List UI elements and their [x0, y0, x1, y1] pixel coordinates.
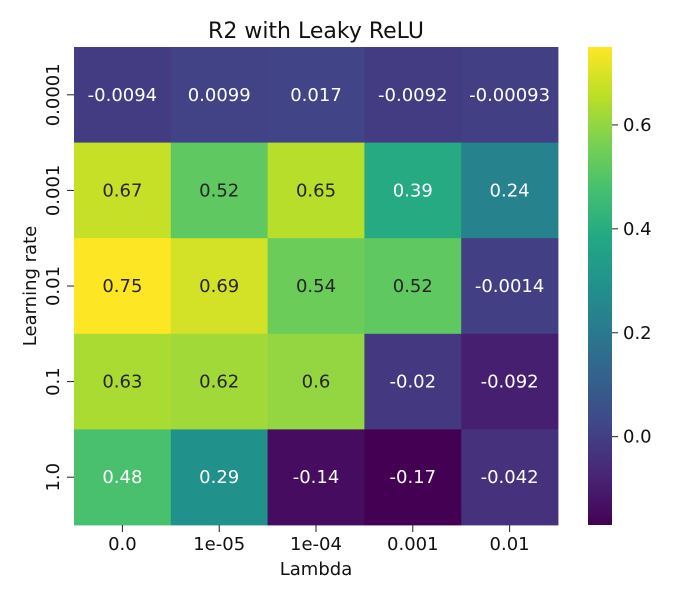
y-axis-ticks: 0.0001 0.001 0.01 0.1 1.0 — [43, 63, 74, 492]
heatmap-cell-label-r3-c2: 0.6 — [302, 372, 331, 393]
heatmap-cell-label-r4-c2: -0.14 — [293, 467, 340, 488]
heatmap-cell-label-r1-c1: 0.52 — [199, 180, 239, 201]
heatmap-cell-label-r0-c4: -0.00093 — [469, 85, 550, 106]
heatmap-cell-label-r1-c4: 0.24 — [490, 180, 530, 201]
x-axis-tick-label-3: 0.001 — [387, 534, 439, 555]
heatmap-cell-r2-c0 — [74, 238, 172, 335]
heatmap-cell-label-r2-c1: 0.69 — [199, 276, 239, 297]
chart-title: R2 with Leaky ReLU — [208, 19, 424, 44]
heatmap-cell-label-r0-c2: 0.017 — [290, 85, 342, 106]
heatmap-cell-r1-c0 — [74, 142, 172, 239]
heatmap-cell-label-r0-c3: -0.0092 — [378, 85, 447, 106]
colorbar — [588, 47, 612, 525]
heatmap-cell-r1-c4 — [461, 142, 559, 239]
x-axis-tick-label-1: 1e-05 — [193, 534, 245, 555]
heatmap-cell-label-r4-c0: 0.48 — [102, 467, 142, 488]
heatmap-cell-label-r2-c4: -0.0014 — [475, 276, 544, 297]
heatmap-cell-r1-c2 — [267, 142, 365, 239]
heatmap-cell-r0-c3 — [364, 47, 462, 143]
heatmap-cell-r2-c1 — [170, 238, 268, 335]
heatmap-cell-label-r0-c0: -0.0094 — [88, 85, 157, 106]
y-axis-tick-label-3: 0.1 — [43, 367, 64, 396]
heatmap-cell-label-r1-c0: 0.67 — [102, 180, 142, 201]
heatmap-cell-r0-c2 — [267, 47, 365, 143]
heatmap-cell-label-r3-c0: 0.63 — [102, 372, 142, 393]
x-axis-tick-label-2: 1e-04 — [290, 534, 342, 555]
heatmap-cell-r0-c0 — [74, 47, 172, 143]
heatmap-cell-r4-c1 — [170, 429, 268, 526]
heatmap-cell-r0-c1 — [170, 47, 268, 143]
heatmap-cell-r2-c3 — [364, 238, 462, 335]
heatmap-cell-label-r1-c2: 0.65 — [296, 180, 336, 201]
heatmap-cell-r2-c4 — [461, 238, 559, 335]
heatmap-cell-r4-c2 — [267, 429, 365, 526]
y-axis-tick-label-4: 1.0 — [43, 463, 64, 492]
heatmap-cell-r4-c3 — [364, 429, 462, 526]
heatmap-cell-labels: -0.0094 0.0099 0.017 -0.0092 -0.00093 0.67 0.5… — [88, 85, 550, 488]
colorbar-tick-label-3: 0.6 — [623, 115, 652, 136]
heatmap-cell-label-r3-c1: 0.62 — [199, 372, 239, 393]
heatmap-cell-label-r2-c2: 0.54 — [296, 276, 336, 297]
colorbar-tick-label-0: 0.0 — [623, 427, 652, 448]
heatmap-cell-label-r3-c4: -0.092 — [481, 372, 539, 393]
heatmap-cells — [74, 47, 559, 526]
heatmap-cell-label-r1-c3: 0.39 — [393, 180, 433, 201]
heatmap-cell-label-r0-c1: 0.0099 — [188, 85, 251, 106]
x-axis-tick-label-4: 0.01 — [490, 534, 530, 555]
heatmap-cell-r3-c2 — [267, 333, 365, 430]
y-axis-tick-label-1: 0.001 — [43, 165, 64, 217]
colorbar-ticks: 0.0 0.2 0.4 0.6 — [612, 115, 652, 448]
x-axis-tick-label-0: 0.0 — [108, 534, 137, 555]
heatmap-cell-r3-c1 — [170, 333, 268, 430]
heatmap-cell-r3-c3 — [364, 333, 462, 430]
heatmap-cell-r2-c2 — [267, 238, 365, 335]
heatmap-cell-label-r4-c1: 0.29 — [199, 467, 239, 488]
heatmap-cell-label-r3-c3: -0.02 — [390, 372, 437, 393]
x-axis-label: Lambda — [280, 559, 352, 580]
heatmap-cell-r0-c4 — [461, 47, 559, 143]
colorbar-tick-label-2: 0.4 — [623, 219, 652, 240]
heatmap-cell-label-r4-c3: -0.17 — [390, 467, 437, 488]
heatmap-cell-r3-c4 — [461, 333, 559, 430]
x-axis-ticks: 0.0 1e-05 1e-04 0.001 0.01 — [108, 525, 530, 555]
y-axis-tick-label-2: 0.01 — [43, 266, 64, 306]
heatmap-cell-r1-c1 — [170, 142, 268, 239]
heatmap-cell-r1-c3 — [364, 142, 462, 239]
heatmap-cell-r4-c0 — [74, 429, 172, 526]
heatmap-cell-label-r2-c3: 0.52 — [393, 276, 433, 297]
heatmap-cell-r4-c4 — [461, 429, 559, 526]
y-axis-label: Learning rate — [20, 226, 41, 346]
heatmap-cell-r3-c0 — [74, 333, 172, 430]
colorbar-tick-label-1: 0.2 — [623, 323, 652, 344]
heatmap-cell-label-r2-c0: 0.75 — [102, 276, 142, 297]
y-axis-tick-label-0: 0.0001 — [43, 63, 64, 126]
heatmap-cell-label-r4-c4: -0.042 — [481, 467, 539, 488]
